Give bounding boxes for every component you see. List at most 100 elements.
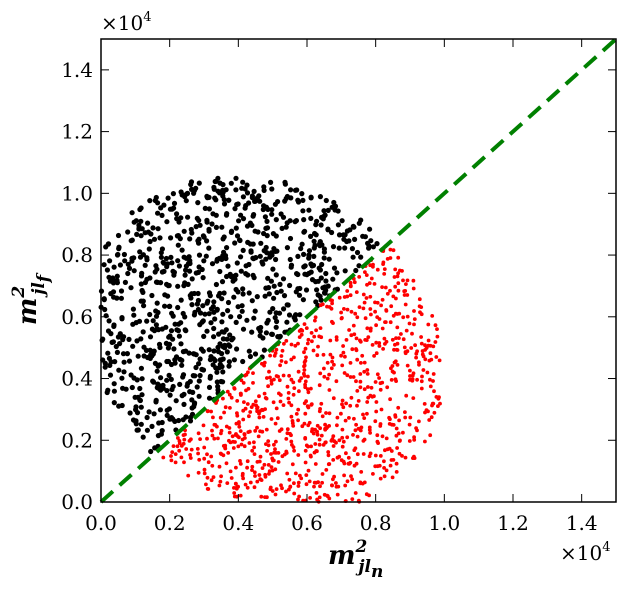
data-point-red xyxy=(284,360,288,365)
data-point-red xyxy=(291,392,296,397)
data-point-red xyxy=(374,340,379,345)
data-point-black xyxy=(287,282,293,289)
data-point-red xyxy=(389,366,393,371)
data-point-black xyxy=(231,294,237,300)
data-point-black xyxy=(150,318,156,324)
data-point-red xyxy=(257,415,262,420)
data-point-red xyxy=(241,476,246,481)
data-point-red xyxy=(361,412,365,417)
data-point-black xyxy=(196,252,203,258)
data-point-red xyxy=(177,448,182,453)
data-point-red xyxy=(243,373,247,378)
data-point-red xyxy=(212,436,217,441)
data-point-red xyxy=(411,396,416,400)
data-point-black xyxy=(206,245,212,251)
data-point-red xyxy=(337,438,342,443)
data-point-black xyxy=(269,207,275,213)
data-point-red xyxy=(179,455,184,460)
data-point-red xyxy=(368,294,373,299)
data-point-black xyxy=(237,314,243,320)
data-point-black xyxy=(139,226,145,232)
data-point-red xyxy=(379,407,384,412)
data-point-red xyxy=(225,481,230,485)
data-point-black xyxy=(319,242,325,248)
data-point-black xyxy=(104,267,110,273)
data-point-red xyxy=(169,458,174,463)
data-point-red xyxy=(390,475,395,480)
data-point-red xyxy=(318,484,322,489)
data-point-red xyxy=(330,301,334,306)
data-point-black xyxy=(223,327,229,333)
data-point-black xyxy=(190,373,196,379)
data-point-red xyxy=(318,426,322,431)
data-point-red xyxy=(356,399,361,403)
data-point-black xyxy=(270,266,276,272)
plot-frame xyxy=(100,38,617,503)
data-point-red xyxy=(415,349,419,354)
data-point-black xyxy=(248,248,254,254)
data-point-black xyxy=(247,353,253,360)
data-point-black xyxy=(147,355,153,361)
data-point-black xyxy=(308,194,314,200)
data-point-black xyxy=(186,350,192,356)
data-point-red xyxy=(198,437,203,441)
data-point-red xyxy=(436,404,440,408)
data-point-black xyxy=(117,341,123,347)
data-point-red xyxy=(320,472,325,476)
data-point-red xyxy=(252,440,256,445)
y-tick-label: 0.0 xyxy=(61,490,93,514)
data-point-red xyxy=(240,437,245,442)
data-point-red xyxy=(292,448,296,453)
data-point-black xyxy=(366,243,372,249)
data-point-red xyxy=(236,444,241,449)
data-point-black xyxy=(272,248,278,254)
data-point-red xyxy=(350,477,354,482)
data-point-red xyxy=(412,309,416,313)
data-point-black xyxy=(204,238,210,244)
data-point-red xyxy=(291,380,296,385)
data-point-black xyxy=(240,216,247,222)
data-point-red xyxy=(234,481,238,486)
data-point-red xyxy=(242,400,246,404)
data-point-black xyxy=(233,319,239,325)
data-point-red xyxy=(325,360,330,365)
data-point-black xyxy=(134,377,140,383)
data-point-black xyxy=(104,389,110,396)
data-point-red xyxy=(184,447,189,451)
data-point-red xyxy=(322,374,327,379)
data-point-red xyxy=(355,452,360,457)
data-point-red xyxy=(273,351,278,355)
data-point-red xyxy=(202,456,207,461)
data-point-red xyxy=(348,293,353,298)
data-point-red xyxy=(289,357,294,362)
data-point-black xyxy=(168,328,175,334)
data-point-black xyxy=(229,228,235,234)
data-point-red xyxy=(304,355,308,360)
data-point-black xyxy=(196,236,202,242)
data-point-red xyxy=(227,392,232,397)
data-point-red xyxy=(317,409,322,414)
data-point-red xyxy=(396,431,401,436)
data-point-red xyxy=(366,385,370,389)
data-point-red xyxy=(318,326,323,330)
data-point-black xyxy=(263,256,269,262)
data-point-red xyxy=(263,396,268,400)
data-point-red xyxy=(354,336,359,341)
data-point-red xyxy=(315,423,320,428)
data-point-red xyxy=(408,415,413,420)
data-point-red xyxy=(358,379,363,384)
data-point-black xyxy=(174,216,180,222)
data-point-black xyxy=(117,262,123,268)
data-point-black xyxy=(138,421,144,427)
data-point-red xyxy=(331,458,336,462)
data-point-red xyxy=(357,275,362,279)
data-point-black xyxy=(153,279,160,285)
data-point-black xyxy=(129,210,135,216)
data-point-black xyxy=(281,306,287,312)
data-point-black xyxy=(206,206,212,212)
data-point-red xyxy=(201,423,206,428)
data-point-red xyxy=(303,385,308,390)
data-point-red xyxy=(355,315,360,320)
data-point-black xyxy=(121,359,127,365)
data-point-black xyxy=(216,255,222,261)
